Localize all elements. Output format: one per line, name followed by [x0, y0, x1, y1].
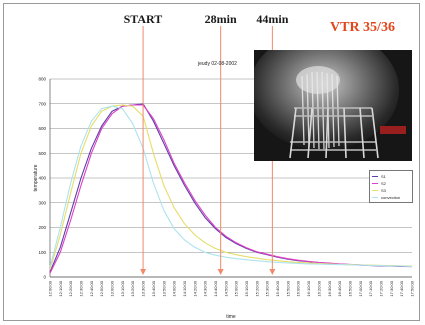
- x-tick-label: 12:30:00: [79, 280, 84, 296]
- x-tick-label: 16:40:00: [337, 280, 342, 296]
- x-tick-label: 16:10:00: [306, 280, 311, 296]
- x-tick-label: 15:30:00: [265, 280, 270, 296]
- legend-swatch: [372, 183, 378, 184]
- x-tick-label: 12:40:00: [89, 280, 94, 296]
- x-tick-label: 13:50:00: [161, 280, 166, 296]
- x-tick-label: 14:40:00: [213, 280, 218, 296]
- x-tick-label: 14:20:00: [192, 280, 197, 296]
- legend-swatch: [372, 176, 378, 177]
- y-tick-label: 0: [43, 275, 46, 280]
- x-tick-label: 16:00:00: [296, 280, 301, 296]
- x-tick-label: 17:30:00: [389, 280, 394, 296]
- marker-label-start: START: [123, 12, 163, 26]
- x-tick-label: 16:50:00: [347, 280, 352, 296]
- y-tick-label: 800: [38, 77, 46, 82]
- x-tick-label: 16:20:00: [316, 280, 321, 296]
- y-tick-label: 100: [38, 250, 46, 255]
- legend-item: convection: [372, 194, 410, 201]
- series-line-convection: [49, 105, 413, 268]
- x-tick-label: 13:20:00: [130, 280, 135, 296]
- x-tick-label: 17:40:00: [399, 280, 404, 296]
- x-tick-label: 13:10:00: [120, 280, 125, 296]
- marker-label-28min: 28min: [204, 12, 237, 26]
- legend-swatch: [372, 197, 378, 198]
- x-tick-label: 15:00:00: [234, 280, 239, 296]
- chart-title: VTR 35/36: [330, 20, 395, 35]
- x-tick-label: 14:00:00: [172, 280, 177, 296]
- x-tick-label: 14:30:00: [203, 280, 208, 296]
- y-axis-label: temperature: [33, 164, 39, 191]
- legend-swatch: [372, 190, 378, 191]
- marker-arrow: [140, 269, 147, 275]
- x-tick-label: 17:50:00: [410, 280, 415, 296]
- y-tick-label: 700: [38, 101, 46, 106]
- marker-label-44min: 44min: [256, 12, 289, 26]
- date-annotation: jeudy 02-08-2002: [198, 61, 237, 67]
- x-tick-label: 13:40:00: [151, 280, 156, 296]
- x-tick-label: 17:10:00: [368, 280, 373, 296]
- x-tick-label: 15:20:00: [254, 280, 259, 296]
- x-tick-label: 17:00:00: [358, 280, 363, 296]
- y-tick-label: 300: [38, 200, 46, 205]
- y-tick-label: 400: [38, 176, 46, 181]
- marker-arrow: [217, 269, 224, 275]
- legend-label: convection: [381, 195, 401, 200]
- legend-item: S3: [372, 187, 410, 194]
- x-tick-label: 12:00:00: [48, 280, 53, 296]
- x-tick-label: 12:20:00: [68, 280, 73, 296]
- x-tick-label: 12:50:00: [99, 280, 104, 296]
- x-tick-label: 15:40:00: [275, 280, 280, 296]
- x-tick-label: 13:00:00: [110, 280, 115, 296]
- x-tick-label: 16:30:00: [327, 280, 332, 296]
- x-tick-label: 14:10:00: [182, 280, 187, 296]
- x-tick-label: 15:50:00: [285, 280, 290, 296]
- x-tick-label: 17:20:00: [378, 280, 383, 296]
- y-tick-label: 600: [38, 126, 46, 131]
- legend-label: S3: [381, 188, 386, 193]
- x-tick-label: 15:10:00: [244, 280, 249, 296]
- y-tick-label: 500: [38, 151, 46, 156]
- x-axis-label: time: [226, 314, 236, 320]
- legend-label: S2: [381, 181, 386, 186]
- y-tick-label: 200: [38, 225, 46, 230]
- legend-item: S2: [372, 180, 410, 187]
- chart-legend: S1 S2 S3 convection: [369, 170, 413, 203]
- marker-arrow: [269, 269, 276, 275]
- x-tick-label: 13:30:00: [141, 280, 146, 296]
- legend-label: S1: [381, 174, 386, 179]
- x-tick-label: 12:10:00: [58, 280, 63, 296]
- heat-exchanger-photo: [254, 50, 412, 161]
- legend-item: S1: [372, 173, 410, 180]
- x-tick-label: 14:50:00: [223, 280, 228, 296]
